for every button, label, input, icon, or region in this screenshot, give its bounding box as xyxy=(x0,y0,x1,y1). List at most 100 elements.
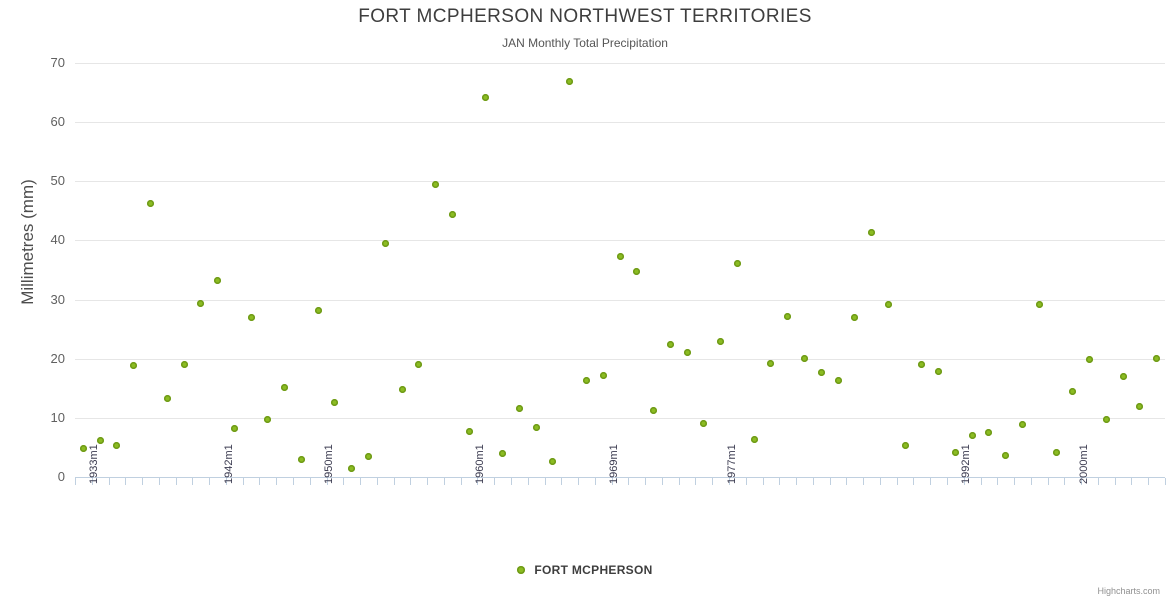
data-point[interactable] xyxy=(1102,416,1110,424)
data-point[interactable] xyxy=(935,368,943,376)
x-tick xyxy=(1165,478,1166,485)
x-tick xyxy=(796,478,798,485)
data-point[interactable] xyxy=(348,464,356,472)
data-point[interactable] xyxy=(1086,356,1094,364)
x-tick xyxy=(745,478,747,485)
x-tick xyxy=(779,478,781,485)
x-tick xyxy=(494,478,496,485)
x-tick xyxy=(997,478,999,485)
data-point[interactable] xyxy=(1035,301,1043,309)
data-point[interactable] xyxy=(180,361,188,369)
data-point[interactable] xyxy=(566,77,574,85)
data-point[interactable] xyxy=(800,354,808,362)
data-point[interactable] xyxy=(884,301,892,309)
data-point[interactable] xyxy=(264,416,272,424)
data-point[interactable] xyxy=(214,277,222,285)
data-point[interactable] xyxy=(432,180,440,188)
data-point[interactable] xyxy=(1119,372,1127,380)
x-tick xyxy=(108,478,110,485)
data-point[interactable] xyxy=(767,359,775,367)
legend[interactable]: FORT MCPHERSON xyxy=(0,563,1170,577)
data-point[interactable] xyxy=(1002,451,1010,459)
data-point[interactable] xyxy=(717,338,725,346)
data-point[interactable] xyxy=(230,425,238,432)
data-point[interactable] xyxy=(381,239,389,247)
data-point[interactable] xyxy=(1018,420,1026,428)
data-point[interactable] xyxy=(616,252,624,260)
data-point[interactable] xyxy=(750,436,758,444)
data-point[interactable] xyxy=(968,432,976,440)
data-point[interactable] xyxy=(79,445,87,453)
x-tick xyxy=(812,478,814,485)
data-point[interactable] xyxy=(733,259,741,267)
data-point[interactable] xyxy=(398,385,406,393)
data-point[interactable] xyxy=(851,313,859,321)
data-point[interactable] xyxy=(918,361,926,369)
x-tick xyxy=(192,478,194,485)
y-gridline xyxy=(75,299,1165,301)
data-point[interactable] xyxy=(96,436,104,444)
data-point[interactable] xyxy=(448,210,456,218)
x-tick xyxy=(879,478,881,485)
chart-subtitle: JAN Monthly Total Precipitation xyxy=(502,36,668,50)
x-tick xyxy=(1047,478,1049,485)
data-point[interactable] xyxy=(817,369,825,377)
x-tick-label: 1933m1 xyxy=(88,444,101,484)
data-point[interactable] xyxy=(784,313,792,321)
x-tick xyxy=(645,478,647,485)
y-tick-label: 10 xyxy=(50,409,65,425)
data-point[interactable] xyxy=(1153,355,1161,363)
data-point[interactable] xyxy=(901,442,909,450)
data-point[interactable] xyxy=(1052,449,1060,457)
data-point[interactable] xyxy=(700,419,708,427)
data-point[interactable] xyxy=(415,361,423,369)
x-tick-label: 1942m1 xyxy=(222,444,235,484)
data-point[interactable] xyxy=(130,362,138,370)
data-point[interactable] xyxy=(549,457,557,465)
data-point[interactable] xyxy=(163,395,171,403)
data-point[interactable] xyxy=(532,423,540,431)
data-point[interactable] xyxy=(247,313,255,321)
data-point[interactable] xyxy=(582,376,590,384)
data-point[interactable] xyxy=(683,348,691,356)
data-point[interactable] xyxy=(650,406,658,414)
data-point[interactable] xyxy=(1069,388,1077,396)
data-point[interactable] xyxy=(834,376,842,384)
data-point[interactable] xyxy=(985,429,993,437)
data-point[interactable] xyxy=(951,448,959,456)
y-tick-label: 70 xyxy=(50,55,65,70)
legend-item-label[interactable]: FORT MCPHERSON xyxy=(534,563,653,577)
x-tick xyxy=(628,478,630,485)
x-tick xyxy=(125,478,127,485)
data-point[interactable] xyxy=(113,441,121,449)
data-point[interactable] xyxy=(1136,402,1144,410)
x-tick xyxy=(729,478,730,485)
credit-text[interactable]: Highcharts.com xyxy=(1097,586,1160,596)
data-point[interactable] xyxy=(314,306,322,314)
data-point[interactable] xyxy=(281,384,289,392)
data-point[interactable] xyxy=(499,450,507,458)
data-point[interactable] xyxy=(364,452,372,460)
data-point[interactable] xyxy=(868,229,876,237)
data-point[interactable] xyxy=(331,398,339,406)
y-gridline xyxy=(75,358,1165,360)
x-tick xyxy=(611,478,613,485)
x-tick xyxy=(443,478,445,485)
data-point[interactable] xyxy=(297,455,305,463)
x-tick xyxy=(511,478,512,485)
x-tick xyxy=(980,478,982,485)
data-point[interactable] xyxy=(146,199,154,207)
x-tick xyxy=(695,478,697,485)
data-point[interactable] xyxy=(599,372,607,380)
data-point[interactable] xyxy=(197,300,205,308)
data-point[interactable] xyxy=(633,268,641,276)
x-tick xyxy=(963,478,965,485)
data-point[interactable] xyxy=(465,427,473,435)
data-point[interactable] xyxy=(515,404,523,412)
data-point[interactable] xyxy=(666,341,674,349)
x-tick-label: 2000m1 xyxy=(1077,444,1090,484)
x-tick xyxy=(225,478,227,485)
x-tick xyxy=(913,478,915,485)
y-tick-label: 40 xyxy=(50,232,65,248)
data-point[interactable] xyxy=(482,93,490,101)
